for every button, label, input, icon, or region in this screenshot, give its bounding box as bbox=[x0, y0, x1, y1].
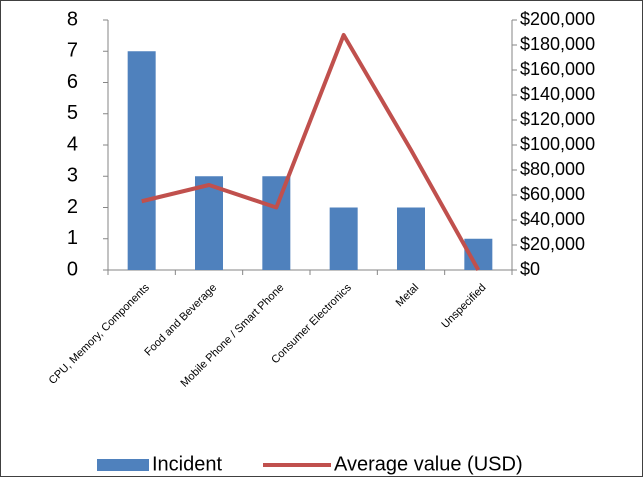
legend-swatch bbox=[97, 459, 149, 471]
y-tick-label: 7 bbox=[67, 40, 78, 62]
line bbox=[141, 33, 481, 271]
y2-tick-label: $40,000 bbox=[520, 209, 585, 229]
bar bbox=[195, 176, 223, 270]
bar bbox=[397, 207, 425, 270]
y-tick-label: 1 bbox=[67, 227, 78, 249]
y2-tick-label: $160,000 bbox=[520, 59, 595, 79]
y2-tick-label: $100,000 bbox=[520, 134, 595, 154]
bar bbox=[329, 207, 358, 270]
y2-tick-label: $180,000 bbox=[520, 34, 595, 54]
legend-label: Incident bbox=[152, 453, 222, 475]
y2-tick-label: $120,000 bbox=[520, 109, 595, 129]
legend-label: Average value (USD) bbox=[334, 453, 523, 475]
y-tick-label: 2 bbox=[67, 196, 78, 218]
y-tick-label: 5 bbox=[67, 102, 78, 124]
bar bbox=[127, 51, 156, 270]
y2-tick-label: $140,000 bbox=[520, 84, 595, 104]
bar bbox=[262, 176, 291, 270]
y2-tick-label: $80,000 bbox=[520, 159, 585, 179]
y-tick-label: 0 bbox=[67, 258, 78, 280]
y-tick-label: 6 bbox=[67, 71, 78, 93]
y2-tick-label: $0 bbox=[520, 259, 540, 279]
y-tick-label: 4 bbox=[67, 133, 78, 155]
y2-tick-label: $200,000 bbox=[520, 9, 595, 29]
y-tick-label: 3 bbox=[67, 165, 78, 187]
y-tick-label: 8 bbox=[67, 8, 78, 30]
y2-tick-label: $60,000 bbox=[520, 184, 585, 204]
y2-tick-label: $20,000 bbox=[520, 234, 585, 254]
